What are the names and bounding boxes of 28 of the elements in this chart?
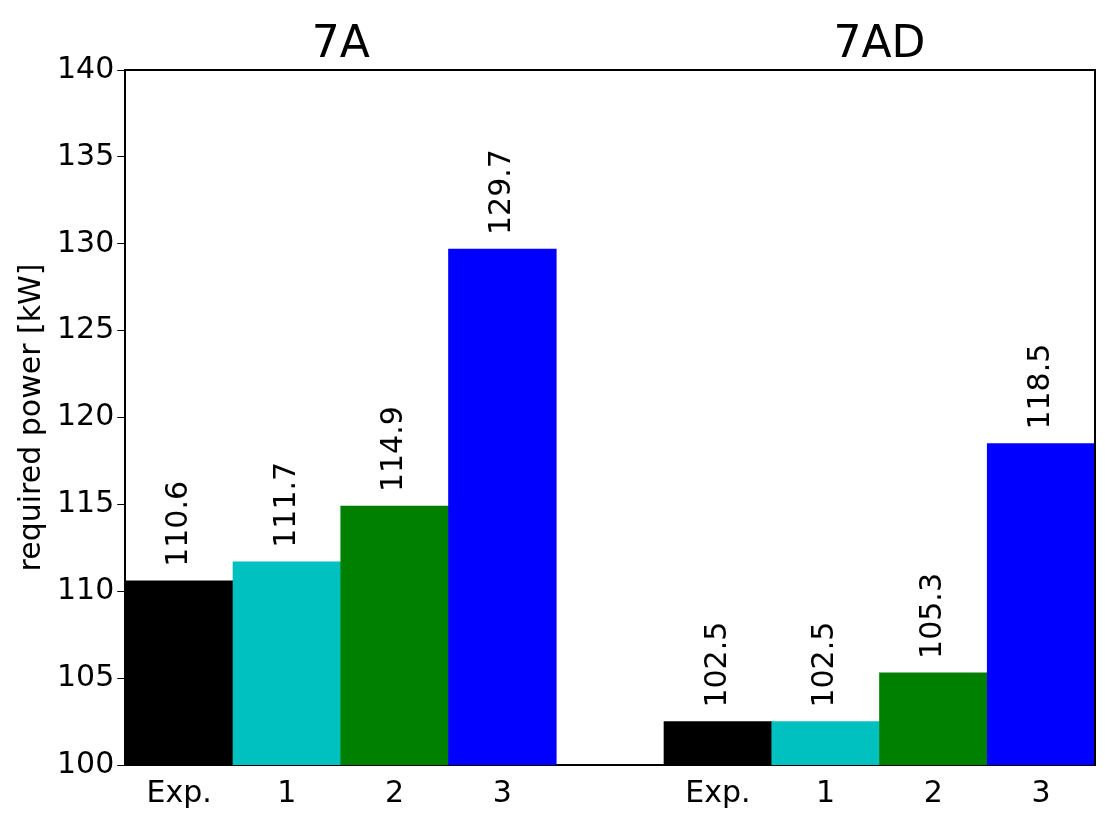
text: 7AD	[833, 16, 926, 68]
data-label: 114.9	[374, 406, 410, 493]
data-label: 105.3	[913, 573, 949, 659]
y-tick-label: 135	[57, 136, 115, 172]
text: 7A	[311, 16, 370, 68]
x-tick-label: 3	[492, 773, 512, 809]
data-label: 129.7	[482, 149, 518, 235]
data-label: 110.6	[158, 480, 194, 567]
x-tick-label: 3	[1031, 773, 1051, 809]
x-tick-label: 1	[816, 773, 836, 809]
x-tick-label: 2	[923, 773, 943, 809]
data-label: 118.5	[1020, 343, 1056, 430]
y-tick-label: 105	[57, 657, 115, 693]
x-tick-label: Exp.	[146, 773, 212, 809]
data-label: 102.5	[805, 621, 841, 708]
y-tick-label: 125	[57, 310, 115, 346]
y-axis-title: required power [kW]	[11, 263, 47, 572]
data-label: 111.7	[266, 461, 302, 548]
y-tick-label: 140	[57, 49, 115, 85]
y-tick-label: 110	[57, 571, 115, 607]
y-tick-label: 120	[57, 397, 115, 433]
y-tick-label: 130	[57, 223, 115, 259]
y-tick-label: 115	[57, 484, 115, 520]
x-tick-label: Exp.	[685, 773, 751, 809]
y-tick-label: 100	[57, 744, 115, 780]
x-tick-label: 1	[277, 773, 297, 809]
x-tick-label: 2	[385, 773, 405, 809]
data-label: 102.5	[697, 621, 733, 708]
